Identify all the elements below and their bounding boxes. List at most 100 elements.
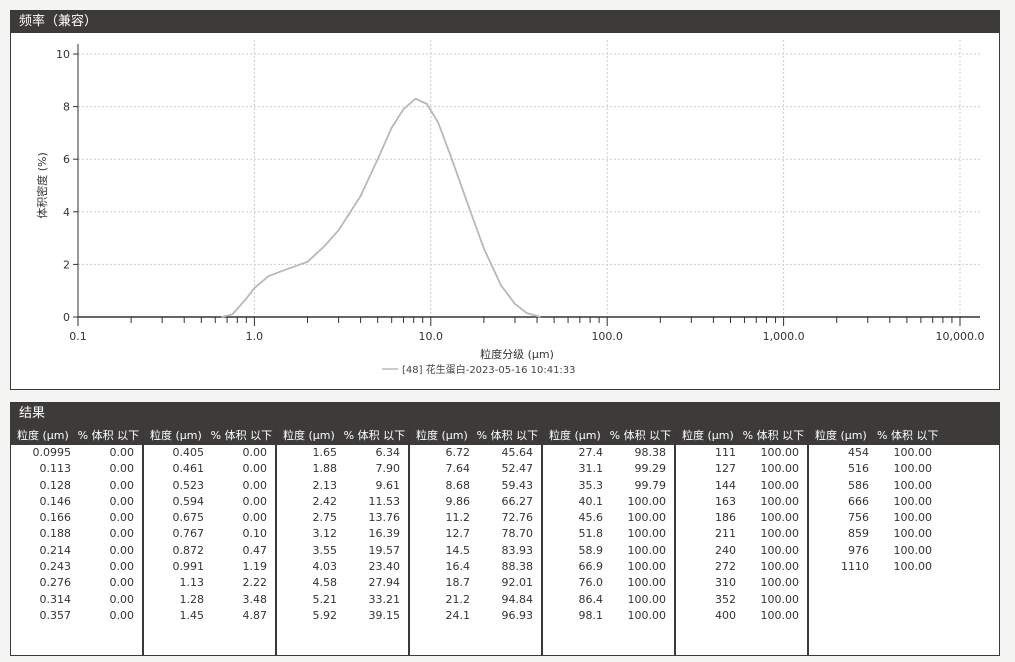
table-row: 9.86 66.27 xyxy=(410,494,541,510)
volume-cell: 0.00 xyxy=(242,494,268,508)
results-column-group: 粒度 (μm) % 体积 以下 111 100.00 127 100.00 144 100.0… xyxy=(676,425,809,655)
size-cell: 0.188 xyxy=(39,527,72,541)
size-cell: 45.6 xyxy=(578,511,604,525)
table-row: 5.21 33.21 xyxy=(277,592,408,608)
table-row: 66.9 100.00 xyxy=(543,559,674,575)
volume-cell: 27.94 xyxy=(368,576,401,590)
table-row: 5.92 39.15 xyxy=(277,608,408,624)
size-cell: 98.1 xyxy=(578,608,604,622)
volume-cell: 6.34 xyxy=(375,446,401,459)
size-cell: 16.4 xyxy=(445,560,471,574)
y-tick-label: 0 xyxy=(63,311,70,324)
size-cell: 2.75 xyxy=(312,511,338,525)
volume-cell: 100.00 xyxy=(893,511,933,525)
frequency-chart: 0 2 4 6 8 10 0.1 1.0 10.0 100.0 1,000.0 10,000.0 粒度分… xyxy=(35,40,984,376)
size-cell: 1.45 xyxy=(179,608,205,622)
size-cell: 0.405 xyxy=(172,446,205,459)
table-row: 0.461 0.00 xyxy=(144,461,275,477)
size-cell: 2.13 xyxy=(312,478,338,492)
results-column-group: 粒度 (μm) % 体积 以下 27.4 98.38 31.1 99.29 35.3 99.7… xyxy=(543,425,676,655)
size-cell: 3.55 xyxy=(312,543,338,557)
table-row: 756 100.00 xyxy=(809,510,999,526)
size-cell: 111 xyxy=(715,446,736,459)
table-row: 0.523 0.00 xyxy=(144,478,275,494)
table-row: 0.991 1.19 xyxy=(144,559,275,575)
volume-cell: 78.70 xyxy=(501,527,534,541)
size-header: 粒度 (μm) xyxy=(815,429,867,442)
table-row: 516 100.00 xyxy=(809,461,999,477)
volume-cell: 100.00 xyxy=(627,560,667,574)
column-header: 粒度 (μm) % 体积 以下 xyxy=(676,425,807,445)
volume-cell: 98.38 xyxy=(634,446,667,459)
size-cell: 27.4 xyxy=(578,446,604,459)
volume-cell: 94.84 xyxy=(501,592,534,606)
size-cell: 186 xyxy=(715,511,736,525)
table-row: 0.357 0.00 xyxy=(11,608,142,624)
volume-cell: 0.00 xyxy=(109,608,135,622)
volume-header: % 体积 以下 xyxy=(343,429,406,442)
x-tick-label: 1.0 xyxy=(246,330,264,343)
size-cell: 163 xyxy=(715,494,736,508)
volume-cell: 100.00 xyxy=(893,527,933,541)
volume-cell: 0.00 xyxy=(242,462,268,476)
size-cell: 0.523 xyxy=(172,478,205,492)
table-row: 12.7 78.70 xyxy=(410,526,541,542)
volume-cell: 100.00 xyxy=(893,494,933,508)
volume-cell: 0.00 xyxy=(109,592,135,606)
volume-cell: 100.00 xyxy=(760,462,800,476)
size-cell: 0.675 xyxy=(172,511,205,525)
volume-cell: 88.38 xyxy=(501,560,534,574)
size-cell: 5.21 xyxy=(312,592,338,606)
volume-cell: 100.00 xyxy=(627,576,667,590)
table-row: 14.5 83.93 xyxy=(410,543,541,559)
size-cell: 12.7 xyxy=(445,527,471,541)
volume-cell: 100.00 xyxy=(760,527,800,541)
size-cell: 1.13 xyxy=(179,576,205,590)
table-row: 0.113 0.00 xyxy=(11,461,142,477)
volume-cell: 100.00 xyxy=(893,560,933,574)
size-cell: 21.2 xyxy=(445,592,471,606)
legend-label: [48] 花生蛋白-2023-05-16 10:41:33 xyxy=(402,363,576,376)
volume-cell: 100.00 xyxy=(627,527,667,541)
chart-panel: 频率（兼容） xyxy=(10,10,1000,390)
volume-cell: 100.00 xyxy=(760,478,800,492)
size-cell: 0.314 xyxy=(39,592,72,606)
size-header: 粒度 (μm) xyxy=(150,429,202,442)
table-row: 0.166 0.00 xyxy=(11,510,142,526)
volume-cell: 100.00 xyxy=(893,478,933,492)
volume-cell: 100.00 xyxy=(893,462,933,476)
volume-cell: 59.43 xyxy=(501,478,534,492)
table-row: 1.28 3.48 xyxy=(144,592,275,608)
volume-cell: 33.21 xyxy=(368,592,401,606)
size-cell: 8.68 xyxy=(445,478,471,492)
y-axis-label: 体积密度 (%) xyxy=(35,152,49,219)
volume-cell: 100.00 xyxy=(760,608,800,622)
table-row: 2.42 11.53 xyxy=(277,494,408,510)
x-tick-label: 0.1 xyxy=(69,330,87,343)
size-cell: 35.3 xyxy=(578,478,604,492)
volume-cell: 99.29 xyxy=(634,462,667,476)
table-row: 163 100.00 xyxy=(676,494,807,510)
size-cell: 240 xyxy=(715,543,736,557)
volume-cell: 0.00 xyxy=(242,478,268,492)
volume-cell: 100.00 xyxy=(760,494,800,508)
size-header: 粒度 (μm) xyxy=(682,429,734,442)
size-cell: 1.65 xyxy=(312,446,338,459)
size-cell: 1110 xyxy=(841,560,869,574)
volume-cell: 23.40 xyxy=(368,560,401,574)
table-row: 0.276 0.00 xyxy=(11,575,142,591)
size-cell: 1.28 xyxy=(179,592,205,606)
size-header: 粒度 (μm) xyxy=(549,429,601,442)
volume-cell: 100.00 xyxy=(893,543,933,557)
table-row: 0.675 0.00 xyxy=(144,510,275,526)
volume-cell: 0.00 xyxy=(109,527,135,541)
size-cell: 0.0995 xyxy=(32,446,72,459)
table-row: 40.1 100.00 xyxy=(543,494,674,510)
table-row: 240 100.00 xyxy=(676,543,807,559)
results-column-group: 粒度 (μm) % 体积 以下 454 100.00 516 100.00 586 100.0… xyxy=(809,425,999,655)
volume-cell: 100.00 xyxy=(760,560,800,574)
volume-cell: 13.76 xyxy=(368,511,401,525)
size-cell: 18.7 xyxy=(445,576,471,590)
series-line xyxy=(221,97,541,318)
volume-cell: 0.00 xyxy=(109,511,135,525)
